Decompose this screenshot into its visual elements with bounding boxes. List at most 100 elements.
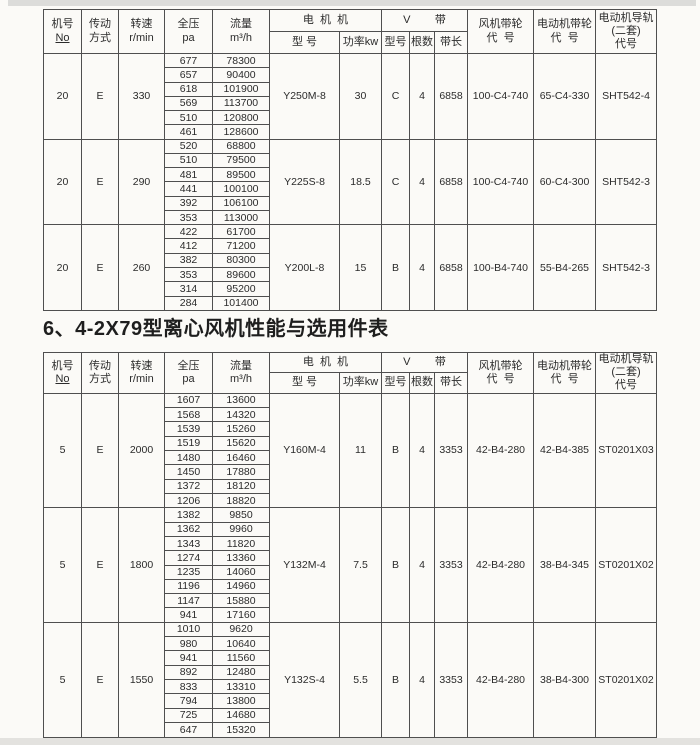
spec-row: 5 E 2000 1607 13600 Y160M-4 11 B 4 3353 42-B4-280 4…: [43, 392, 658, 509]
fan-spec-table-2: 机号 No 传动 方式 转速 r/min 全压 pa 流量 m³/h 电 机 机 V 带 …: [43, 351, 658, 738]
flow-cell: 14680: [212, 707, 270, 724]
spec-row: 569 113700: [44, 95, 657, 112]
motor-power-cell: 18.5: [338, 138, 383, 226]
pressure-cell: 481: [164, 167, 213, 183]
motor-model-cell: Y132S-4: [269, 621, 340, 738]
pressure-cell: 657: [164, 67, 213, 83]
flow-cell: 12480: [212, 664, 270, 681]
pressure-cell: 520: [164, 138, 213, 154]
pressure-cell: 1147: [164, 593, 213, 609]
header-line: r/min: [129, 31, 154, 44]
flow-cell: 13800: [212, 693, 270, 709]
spec-row: 441 100100: [44, 181, 657, 197]
spec-row: 892 12480: [44, 664, 657, 681]
flow-cell: 14960: [212, 578, 270, 595]
flow-cell: 14060: [212, 564, 270, 580]
header-line: 代 号: [550, 372, 579, 385]
pressure-cell: 510: [164, 152, 213, 169]
flow-cell: 71200: [212, 238, 270, 254]
header-flow: 流量 m³/h: [212, 352, 270, 394]
header-pressure: 全压 pa: [164, 352, 213, 394]
fan-pulley-code-cell: 42-B4-280: [467, 392, 535, 509]
pressure-cell: 833: [164, 679, 213, 695]
motor-model-cell: Y225S-8: [269, 138, 340, 226]
pressure-cell: 412: [164, 238, 213, 254]
header-motor-model: 型 号: [269, 31, 340, 54]
speed-cell: 2000: [118, 392, 165, 509]
flow-cell: 101900: [212, 81, 270, 97]
pressure-cell: 353: [164, 266, 213, 283]
header-line: 流量: [230, 18, 252, 31]
header-line: 传动: [89, 359, 111, 372]
motor-model-cell: Y132M-4: [269, 507, 340, 623]
pressure-cell: 1235: [164, 564, 213, 580]
header-line: 转速: [130, 18, 153, 31]
motor-power-cell: 15: [338, 224, 383, 311]
header-line: m³/h: [230, 372, 252, 385]
header-line: 代 号: [486, 31, 515, 44]
spec-row: 284 101400: [44, 295, 657, 312]
pressure-cell: 725: [164, 707, 213, 724]
header-fan-pulley: 风机带轮代 号: [467, 352, 535, 394]
header-line: 全压: [177, 18, 200, 31]
speed-cell: 1800: [118, 507, 165, 623]
header-line: 流量: [230, 359, 252, 372]
flow-cell: 101400: [212, 295, 270, 312]
flow-cell: 89500: [212, 167, 270, 183]
spec-row: 1519 15620: [44, 435, 657, 451]
flow-cell: 13310: [212, 679, 270, 695]
motor-pulley-code-cell: 55-B4-265: [533, 224, 597, 311]
table-header: 机号 No 传动 方式 转速 r/min 全压 pa 流量 m³/h 电 机 机 V 带 …: [43, 351, 658, 394]
flow-cell: 16460: [212, 449, 270, 466]
header-line: 代号: [615, 379, 638, 392]
flow-cell: 11560: [212, 650, 270, 666]
header-belt-count: 根数: [409, 372, 436, 394]
spec-row: 1362 9960: [44, 521, 657, 537]
header-line: 电动机带轮: [537, 18, 593, 31]
motor-power-cell: 11: [338, 392, 383, 509]
pressure-cell: 1450: [164, 464, 213, 480]
flow-cell: 113700: [212, 95, 270, 112]
pressure-cell: 382: [164, 252, 213, 268]
belt-count-cell: 4: [409, 53, 436, 140]
fan-pulley-code-cell: 42-B4-280: [467, 621, 535, 738]
flow-cell: 18120: [212, 478, 270, 494]
header-speed: 转速 r/min: [118, 352, 165, 394]
pressure-cell: 618: [164, 81, 213, 97]
header-line: pa: [182, 372, 195, 385]
motor-power-cell: 30: [338, 53, 383, 140]
belt-count-cell: 4: [409, 138, 436, 226]
pressure-cell: 677: [164, 52, 213, 69]
header-vbelt-group: V 带: [381, 351, 469, 374]
header-line: 方式: [89, 372, 111, 385]
spec-row: 412 71200: [44, 238, 657, 254]
pressure-cell: 794: [164, 693, 213, 709]
belt-length-cell: 6858: [434, 224, 469, 311]
header-pressure: 全压 pa: [164, 9, 213, 54]
flow-cell: 78300: [212, 52, 270, 69]
flow-cell: 9960: [212, 521, 270, 537]
header-line: 全压: [177, 359, 200, 372]
header-line: 电动机带轮: [537, 359, 593, 372]
spec-row: 481 89500: [44, 167, 657, 183]
pressure-cell: 1362: [164, 521, 213, 537]
belt-length-cell: 3353: [434, 392, 469, 509]
flow-cell: 106100: [212, 195, 270, 211]
spec-row: 1274 13360: [44, 550, 657, 566]
pressure-cell: 941: [164, 650, 213, 666]
belt-length-cell: 3353: [434, 621, 469, 738]
flow-cell: 113000: [212, 209, 270, 226]
belt-type-cell: C: [381, 53, 411, 140]
spec-row: 5 E 1550 1010 9620 Y132S-4 5.5 B 4 3353 42-B4-280 3…: [43, 621, 658, 738]
drive-mode-cell: E: [81, 224, 119, 311]
header-rail: 电动机导轨 (二套) 代号: [595, 352, 658, 394]
header-line: 代 号: [550, 31, 579, 44]
pressure-cell: 1568: [164, 406, 213, 423]
header-line: No: [55, 372, 70, 385]
pressure-cell: 1519: [164, 435, 213, 451]
rail-code-cell: SHT542-3: [595, 224, 658, 311]
flow-cell: 15320: [212, 722, 270, 738]
spec-row: 1206 18820: [44, 492, 657, 509]
motor-model-cell: Y250M-8: [269, 53, 340, 140]
header-line: 代号: [615, 38, 638, 51]
